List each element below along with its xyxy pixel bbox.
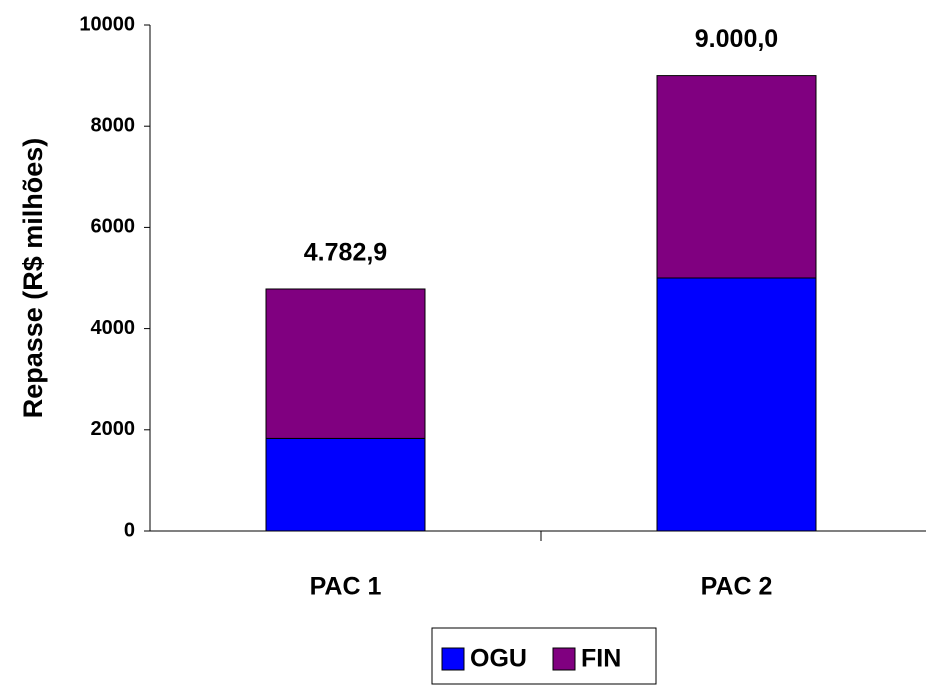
- legend-label: OGU: [470, 645, 527, 673]
- bar-segment: [265, 437, 426, 532]
- y-tick-label: 4000: [91, 317, 136, 339]
- y-axis-label: Repasse (R$ milhões): [18, 138, 48, 419]
- y-tick-label: 0: [124, 519, 135, 541]
- total-label: 4.782,9: [304, 239, 387, 267]
- x-tick-label: PAC 1: [310, 573, 382, 601]
- legend-swatch: [552, 647, 576, 671]
- bar-segment: [265, 288, 426, 439]
- y-tick-label: 10000: [79, 13, 135, 35]
- legend-box: [431, 627, 657, 685]
- y-tick-label: 8000: [91, 114, 136, 136]
- bar-segment: [656, 277, 817, 532]
- legend-swatch: [441, 647, 465, 671]
- y-tick-label: 2000: [91, 418, 136, 440]
- total-label: 9.000,0: [695, 25, 778, 53]
- legend-label: FIN: [581, 645, 621, 673]
- bar-segment: [656, 75, 817, 279]
- y-tick-label: 6000: [91, 216, 136, 238]
- x-tick-label: PAC 2: [701, 573, 773, 601]
